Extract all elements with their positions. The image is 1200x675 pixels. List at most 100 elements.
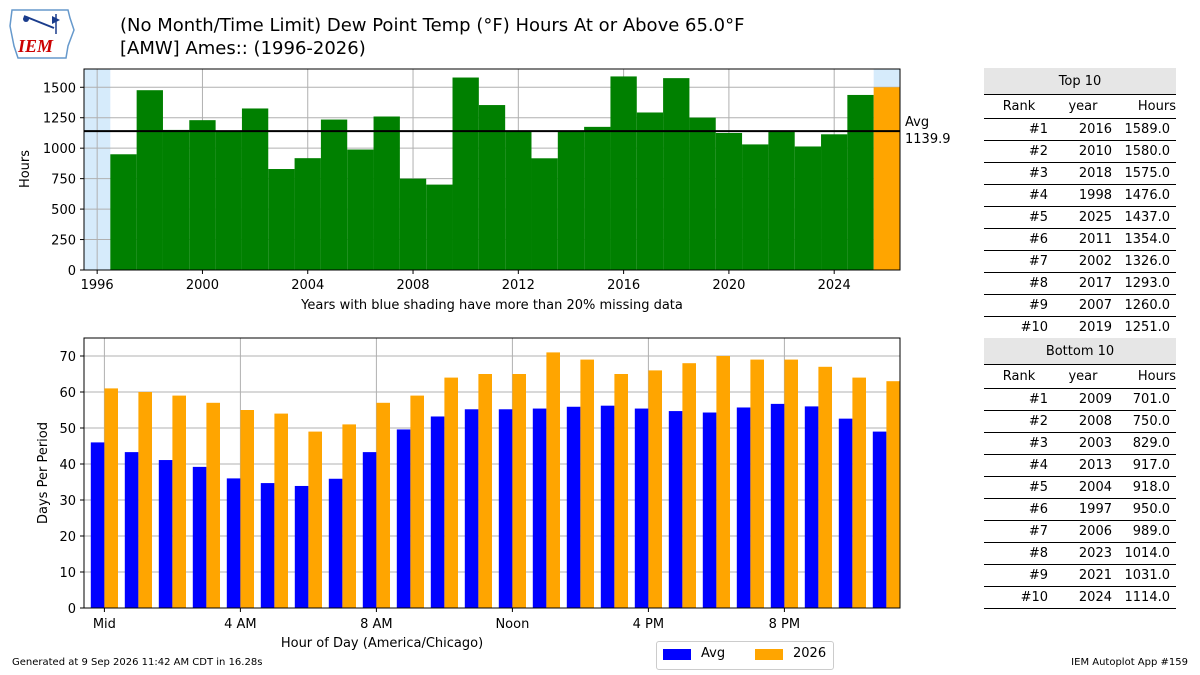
top10-cell-year: 2010 — [1054, 140, 1112, 163]
year-bar — [636, 112, 664, 270]
year-bar — [241, 108, 269, 271]
avg-bar — [328, 478, 343, 608]
year-bar — [847, 94, 874, 271]
bottom10-table: Bottom 10 Rank year Hours #1 2009 701.0 #2 2… — [984, 338, 1176, 609]
top-xtick-label: 2012 — [502, 278, 535, 293]
bottom10-cell-year: 2004 — [1054, 476, 1112, 499]
legend-label-2026: 2026 — [793, 646, 827, 661]
bottom10-cell-year: 2009 — [1054, 388, 1112, 411]
footer-generated: Generated at 9 Sep 2026 11:42 AM CDT in … — [12, 657, 263, 668]
avg-bar — [804, 406, 819, 608]
year-bar — [505, 130, 532, 270]
current-year-bar — [342, 424, 356, 608]
current-year-bar — [138, 392, 152, 608]
current-year-bar — [818, 366, 832, 608]
avg-bar — [362, 452, 377, 608]
bottom10-cell-year: 1997 — [1054, 498, 1112, 521]
avg-bar — [702, 412, 717, 608]
bottom-xtick-label: Mid — [93, 617, 116, 632]
iem-logo: IEM — [8, 6, 76, 64]
bottom10-row: #1 2009 701.0 — [984, 388, 1176, 411]
bottom10-row: #5 2004 918.0 — [984, 476, 1176, 499]
avg-bar — [532, 408, 547, 608]
avg-bar — [770, 403, 785, 608]
current-year-bar — [376, 402, 390, 608]
top-ytick-label: 750 — [51, 173, 76, 188]
top10-row: #6 2011 1354.0 — [984, 228, 1176, 251]
top10-cell-hours: 1260.0 — [1112, 294, 1176, 317]
title-line1: (No Month/Time Limit) Dew Point Temp (°F… — [120, 15, 744, 36]
avg-bar — [226, 478, 241, 608]
top10-row: #1 2016 1589.0 — [984, 118, 1176, 141]
bottom10-cell-rank: #1 — [984, 388, 1054, 411]
year-bar — [110, 154, 137, 270]
top10-row: #10 2019 1251.0 — [984, 316, 1176, 339]
avg-bar — [294, 485, 309, 608]
year-bar — [557, 131, 585, 270]
legend-swatch-avg — [663, 649, 691, 660]
top10-cell-hours: 1293.0 — [1112, 272, 1176, 295]
bottom10-cell-year: 2003 — [1054, 432, 1112, 455]
top10-cell-hours: 1580.0 — [1112, 140, 1176, 163]
current-year-bar — [886, 381, 900, 608]
avg-bar — [260, 483, 275, 608]
year-bar — [268, 169, 295, 270]
bottom10-cell-hours: 917.0 — [1112, 454, 1176, 477]
year-bar — [663, 78, 690, 271]
top10-cell-year: 2016 — [1054, 118, 1112, 141]
top10-header-rank: Rank — [984, 94, 1054, 119]
bottom10-cell-hours: 1114.0 — [1112, 586, 1176, 609]
bottom-ylabel: Days Per Period — [36, 422, 51, 524]
bottom10-cell-hours: 701.0 — [1112, 388, 1176, 411]
bottom10-cell-rank: #5 — [984, 476, 1054, 499]
current-year-bar — [648, 370, 662, 608]
top10-cell-hours: 1437.0 — [1112, 206, 1176, 229]
bottom-ytick-label: 60 — [59, 386, 76, 401]
bottom10-row: #10 2024 1114.0 — [984, 586, 1176, 609]
top-ytick-label: 0 — [68, 264, 76, 279]
current-year-bar — [240, 410, 254, 608]
avg-bar — [464, 409, 479, 608]
year-bar — [478, 105, 506, 270]
bottom-ytick-label: 70 — [59, 350, 76, 365]
bottom10-header-rank: Rank — [984, 364, 1054, 389]
avg-bar — [396, 429, 411, 608]
top10-cell-rank: #7 — [984, 250, 1054, 273]
avg-bar — [668, 411, 683, 608]
year-bar — [821, 134, 848, 270]
legend-swatch-2026 — [755, 649, 783, 660]
year-bar — [320, 119, 348, 271]
bottom10-cell-rank: #8 — [984, 542, 1054, 565]
bottom-ytick-label: 10 — [59, 566, 76, 581]
top10-cell-hours: 1575.0 — [1112, 162, 1176, 185]
avg-bar — [430, 416, 445, 608]
bottom-ytick-label: 40 — [59, 458, 76, 473]
top10-cell-year: 1998 — [1054, 184, 1112, 207]
bottom10-cell-hours: 950.0 — [1112, 498, 1176, 521]
current-year-bar — [274, 413, 288, 608]
bottom-ytick-label: 20 — [59, 530, 76, 545]
top-xtick-label: 1996 — [81, 278, 114, 293]
top10-cell-year: 2002 — [1054, 250, 1112, 273]
bottom10-row: #4 2013 917.0 — [984, 454, 1176, 477]
top10-cell-rank: #9 — [984, 294, 1054, 317]
top-xtick-label: 2004 — [291, 278, 324, 293]
current-year-bar — [512, 374, 526, 608]
hourly-days-chart: Mid 4 AM 8 AM Noon 4 PM 8 PM 010203040506070 … — [36, 337, 901, 651]
top10-cell-year: 2017 — [1054, 272, 1112, 295]
current-year-bar — [614, 374, 628, 608]
logo-text: IEM — [17, 36, 54, 56]
bottom10-cell-rank: #3 — [984, 432, 1054, 455]
current-year-bar — [172, 395, 186, 608]
bottom-xtick-label: 4 AM — [224, 617, 257, 632]
bottom10-cell-hours: 750.0 — [1112, 410, 1176, 433]
top-ytick-label: 1000 — [43, 142, 76, 157]
bottom10-cell-hours: 1014.0 — [1112, 542, 1176, 565]
bottom10-cell-year: 2013 — [1054, 454, 1112, 477]
bottom10-row: #2 2008 750.0 — [984, 410, 1176, 433]
avg-bar — [158, 460, 173, 608]
current-year-bar — [444, 377, 458, 608]
avg-bar — [90, 442, 105, 608]
bottom10-cell-rank: #7 — [984, 520, 1054, 543]
bottom10-cell-rank: #10 — [984, 586, 1054, 609]
